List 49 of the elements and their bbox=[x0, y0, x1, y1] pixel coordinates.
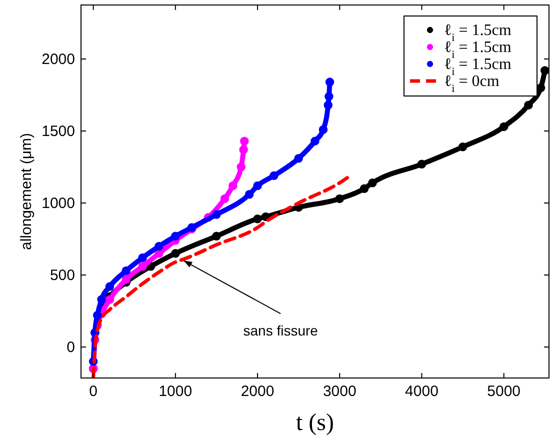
y-axis-title: allongement (μm) bbox=[18, 132, 35, 250]
point bbox=[324, 92, 334, 101]
point bbox=[368, 178, 377, 188]
point bbox=[138, 262, 147, 271]
x-tick-label: 2000 bbox=[240, 383, 274, 400]
point bbox=[122, 274, 131, 284]
x-tick-label: 1000 bbox=[158, 383, 192, 400]
x-tick-label: 4000 bbox=[405, 383, 438, 400]
point bbox=[220, 194, 230, 204]
point bbox=[360, 184, 369, 193]
y-tick-label: 2000 bbox=[42, 51, 75, 68]
point bbox=[253, 214, 262, 224]
annotation: sans fissure bbox=[243, 322, 318, 339]
point bbox=[310, 136, 320, 146]
point bbox=[122, 266, 131, 276]
point bbox=[540, 66, 549, 75]
point bbox=[270, 171, 278, 180]
point bbox=[105, 282, 114, 291]
point bbox=[239, 145, 248, 154]
point bbox=[97, 295, 106, 304]
x-axis-title: t (s) bbox=[296, 410, 334, 436]
point bbox=[171, 232, 180, 241]
y-tick-label: 0 bbox=[66, 339, 75, 356]
x-tick-label: 3000 bbox=[322, 383, 356, 400]
point bbox=[212, 210, 221, 219]
point bbox=[253, 181, 262, 190]
point bbox=[212, 232, 221, 241]
x-tick-label: 5000 bbox=[487, 383, 521, 400]
x-tick-label: 0 bbox=[89, 383, 98, 400]
point bbox=[524, 100, 533, 110]
point bbox=[154, 242, 164, 251]
point bbox=[240, 136, 249, 146]
point bbox=[499, 122, 508, 132]
y-tick-label: 500 bbox=[50, 267, 75, 284]
point bbox=[335, 194, 344, 204]
point bbox=[458, 142, 468, 152]
point bbox=[294, 154, 303, 163]
y-tick-label: 1500 bbox=[42, 123, 75, 140]
point bbox=[417, 160, 426, 168]
point bbox=[105, 295, 114, 304]
point bbox=[171, 249, 180, 258]
y-tick-label: 1000 bbox=[42, 195, 75, 212]
point bbox=[325, 78, 334, 86]
point bbox=[236, 162, 246, 172]
point bbox=[244, 190, 254, 199]
point bbox=[228, 181, 238, 190]
point bbox=[318, 125, 328, 134]
point bbox=[324, 100, 333, 110]
point bbox=[138, 253, 147, 262]
